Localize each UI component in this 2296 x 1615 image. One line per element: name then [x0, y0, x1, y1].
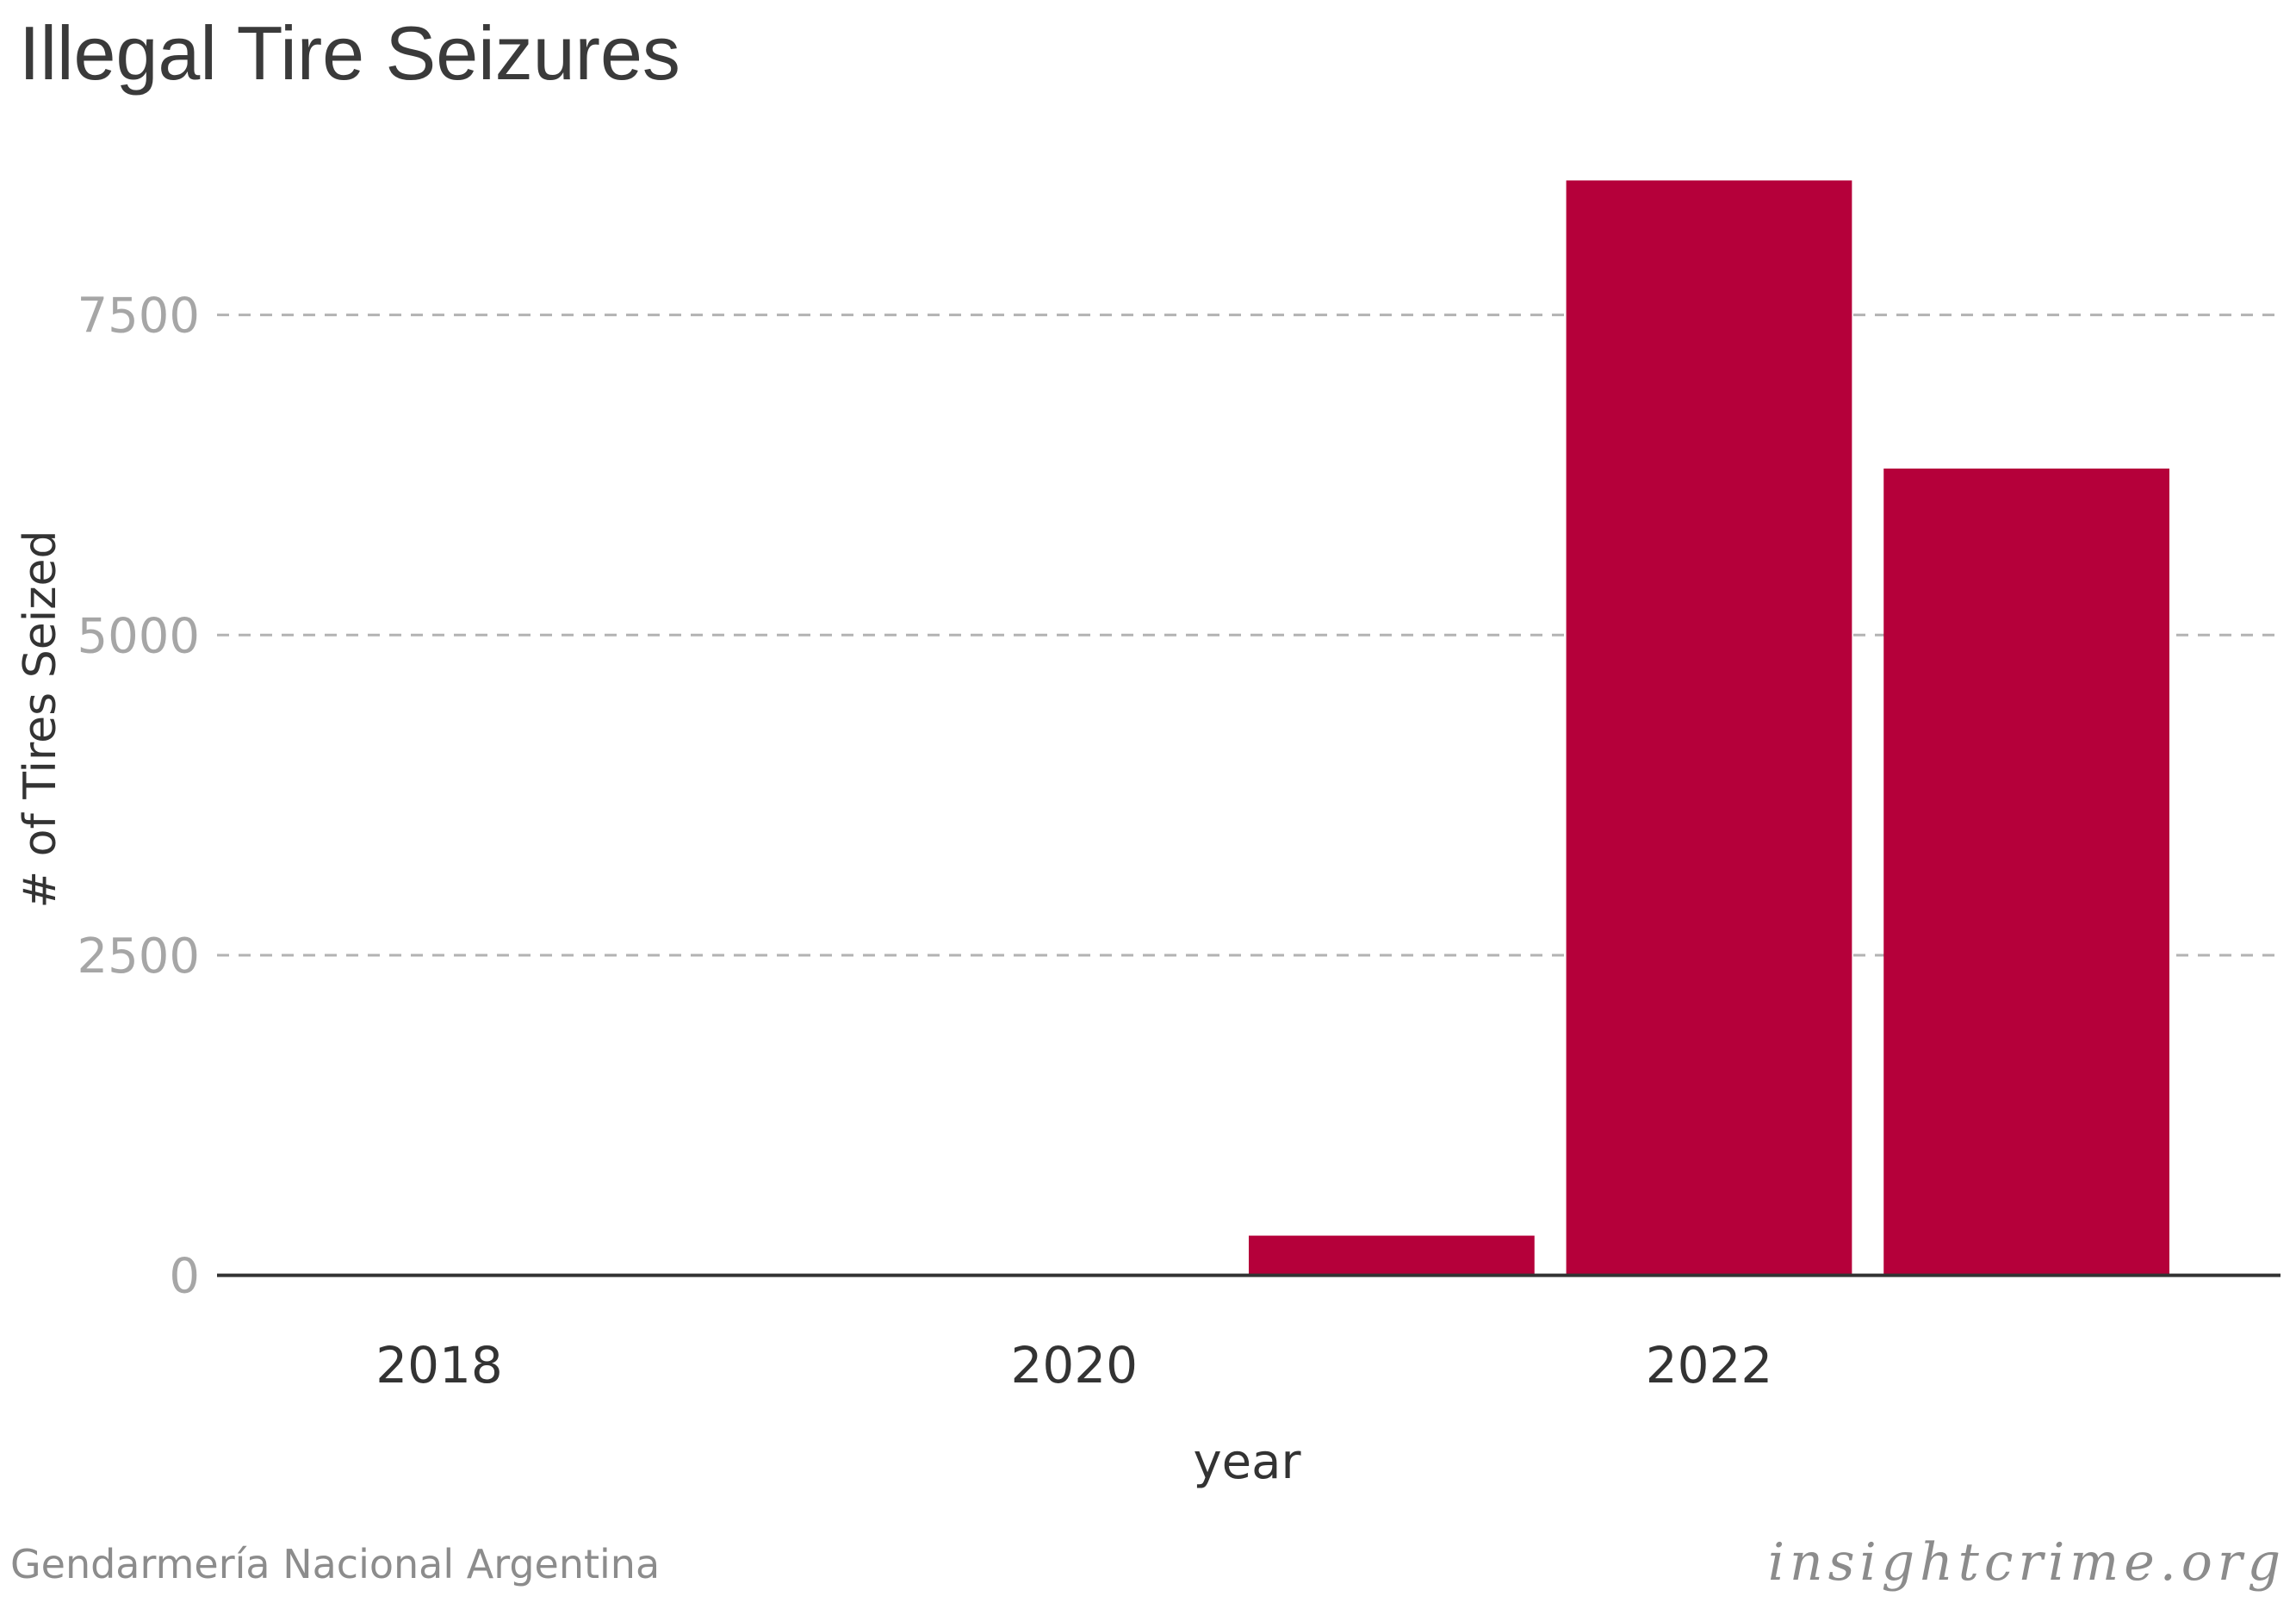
source-note: Gendarmería Nacional Argentina: [10, 1541, 660, 1587]
x-tick-label: 2020: [1010, 1336, 1138, 1394]
y-tick-labels: 0 2500 5000 7500: [77, 289, 200, 1305]
y-tick-label: 0: [169, 1249, 200, 1305]
bar-2022: [1566, 180, 1852, 1276]
bars: [1249, 180, 2169, 1276]
x-tick-labels: 2018 2020 2022: [375, 1336, 1772, 1394]
y-tick-label: 2500: [77, 929, 200, 985]
chart-title: Illegal Tire Seizures: [19, 10, 680, 96]
brand-credit: insightcrime.org: [1768, 1532, 2286, 1593]
x-axis-label: year: [1194, 1434, 1302, 1490]
bar-2023: [1883, 468, 2169, 1276]
y-tick-label: 7500: [77, 289, 200, 345]
x-tick-label: 2022: [1646, 1336, 1773, 1394]
y-axis-label: # of Tires Seized: [15, 531, 66, 909]
x-tick-label: 2018: [375, 1336, 503, 1394]
bar-2021: [1249, 1235, 1535, 1276]
y-tick-label: 5000: [77, 608, 200, 664]
